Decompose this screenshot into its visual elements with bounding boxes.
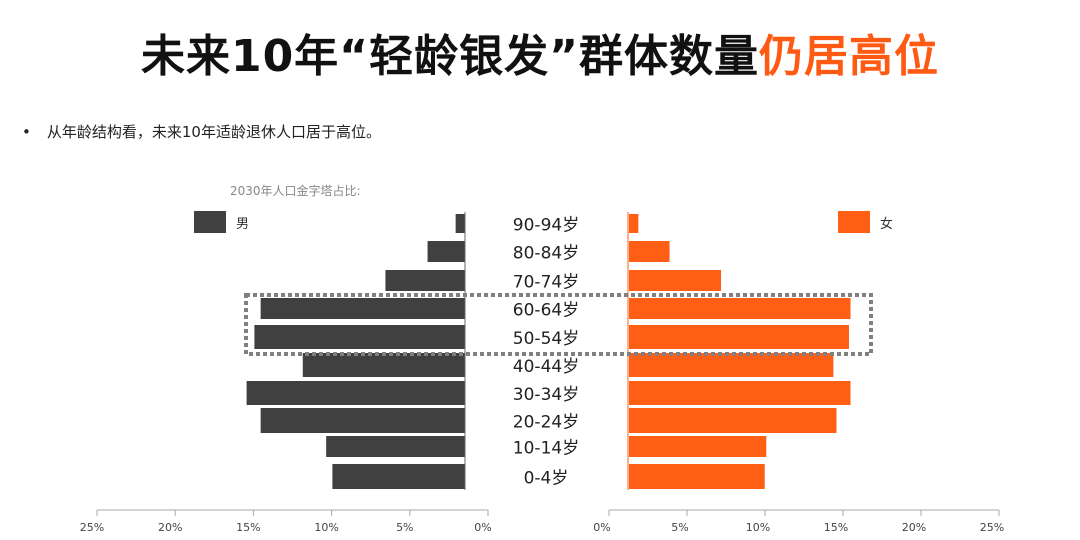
category-label: 0-4岁: [524, 469, 569, 489]
category-label: 60-64岁: [513, 301, 579, 321]
legend-male-label: 男: [236, 217, 249, 232]
bar-female-40-44岁: [629, 353, 834, 377]
x-tick-label-left: 5%: [396, 521, 413, 534]
highlight-box: [244, 293, 873, 356]
category-label: 40-44岁: [513, 357, 579, 377]
category-label: 90-94岁: [513, 216, 579, 236]
x-tick-label-left: 10%: [314, 521, 338, 534]
x-tick-label-right: 5%: [671, 521, 688, 534]
title-main: 未来10年“轻龄银发”群体数量: [140, 31, 760, 82]
bar-male-50-54岁: [254, 325, 465, 349]
bar-male-20-24岁: [260, 408, 465, 433]
bar-male-30-34岁: [246, 381, 465, 405]
legend-male-swatch: [194, 211, 226, 233]
bar-female-10-14岁: [629, 436, 767, 457]
x-tick-label-left: 0%: [474, 521, 491, 534]
category-label: 30-34岁: [513, 385, 579, 405]
bar-female-20-24岁: [629, 408, 837, 433]
x-tick-label-right: 0%: [593, 521, 610, 534]
title-highlight: 仍居高位: [759, 31, 940, 82]
bar-male-60-64岁: [260, 298, 465, 319]
bar-female-0-4岁: [629, 464, 765, 489]
bar-female-90-94岁: [629, 214, 639, 233]
bullet-dot-icon: •: [22, 123, 31, 141]
chart-title: 2030年人口金字塔占比:: [230, 183, 361, 198]
bar-male-0-4岁: [332, 464, 465, 489]
category-label: 10-14岁: [513, 439, 579, 459]
x-tick-label-right: 10%: [746, 521, 770, 534]
category-label: 20-24岁: [513, 413, 579, 433]
bar-male-90-94岁: [455, 214, 465, 233]
x-tick-label-right: 15%: [824, 521, 848, 534]
bar-male-80-84岁: [427, 241, 465, 262]
legend-female-swatch: [838, 211, 870, 233]
x-tick-label-left: 15%: [236, 521, 260, 534]
bullet-point: • 从年龄结构看，未来10年适龄退休人口居于高位。: [22, 121, 381, 142]
legend-female-label: 女: [880, 216, 893, 232]
bar-female-60-64岁: [629, 298, 851, 319]
x-tick-label-right: 20%: [902, 521, 926, 534]
category-label: 50-54岁: [513, 329, 579, 349]
category-label: 70-74岁: [513, 273, 579, 293]
bar-male-70-74岁: [385, 270, 465, 291]
bar-male-10-14岁: [326, 436, 465, 457]
x-tick-label-left: 20%: [158, 521, 182, 534]
bar-female-70-74岁: [629, 270, 722, 291]
bullet-text: 从年龄结构看，未来10年适龄退休人口居于高位。: [46, 123, 381, 141]
bar-female-80-84岁: [629, 241, 670, 262]
x-tick-label-right: 25%: [980, 521, 1004, 534]
x-tick-label-left: 25%: [80, 521, 104, 534]
category-label: 80-84岁: [513, 244, 579, 264]
bar-female-50-54岁: [629, 325, 849, 349]
page-title: 未来10年“轻龄银发”群体数量仍居高位: [0, 20, 1080, 84]
bar-male-40-44岁: [302, 353, 465, 377]
bar-female-30-34岁: [629, 381, 851, 405]
